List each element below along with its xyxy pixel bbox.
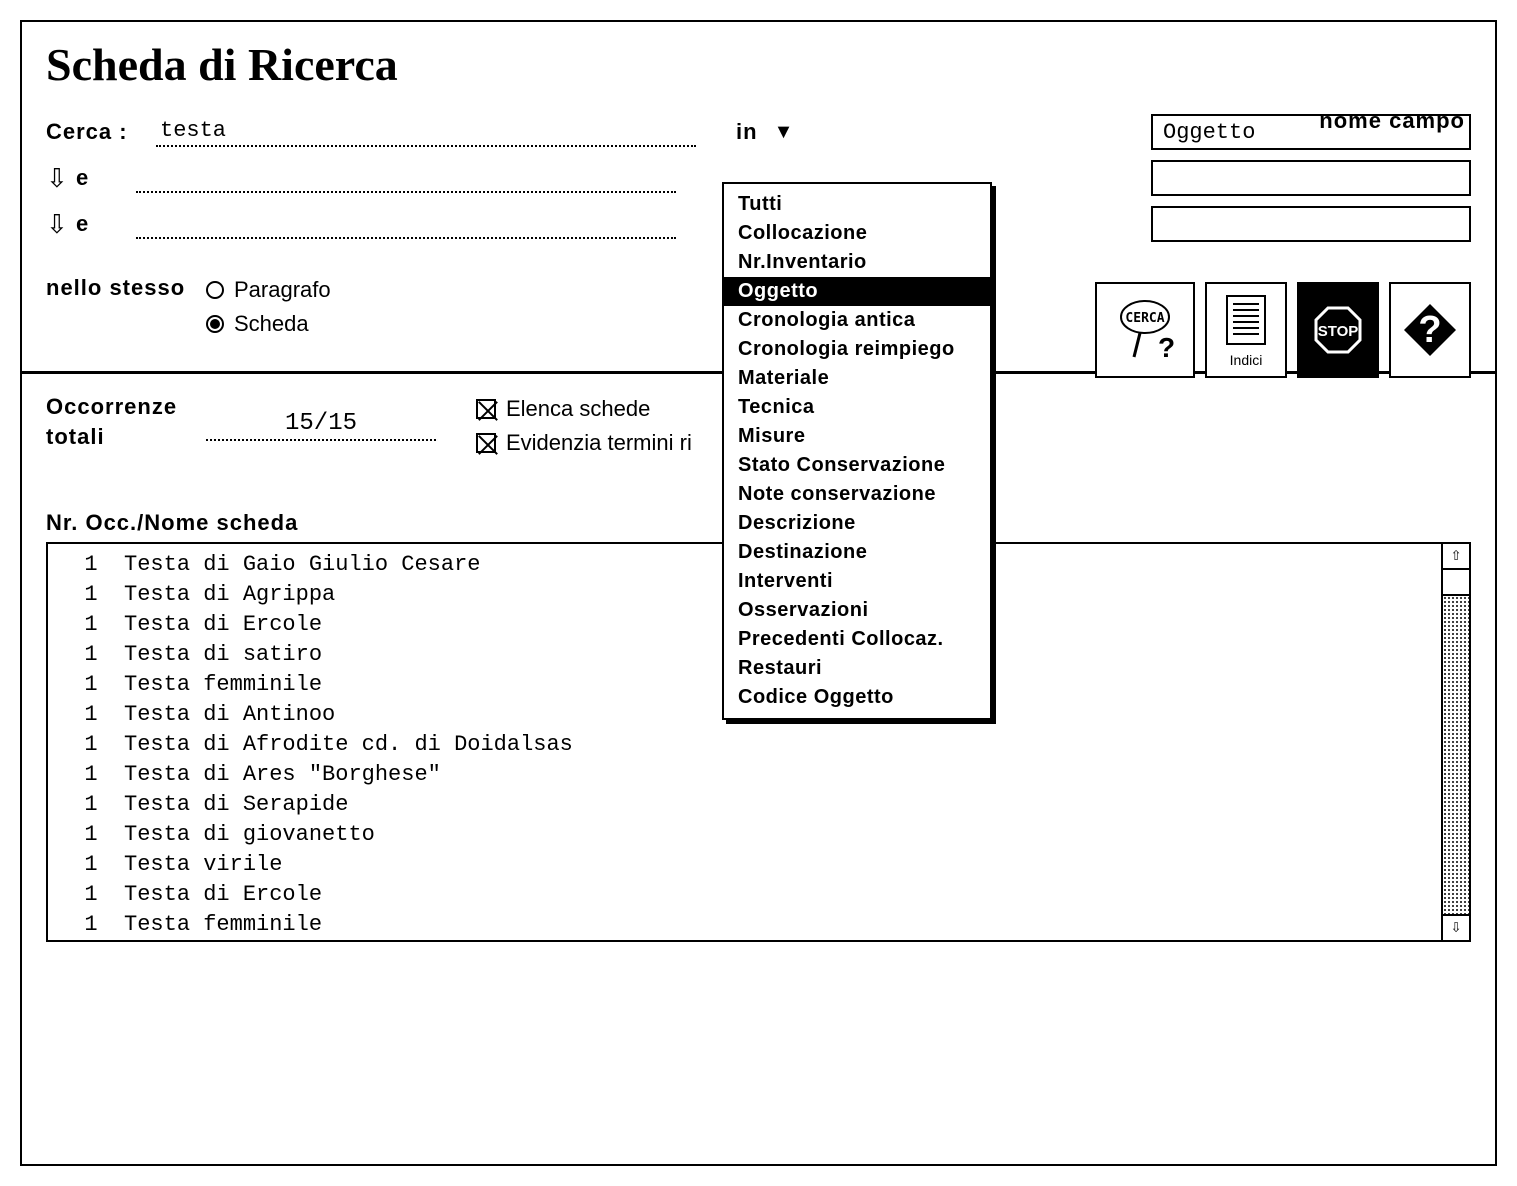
svg-text:?: ?: [1418, 309, 1441, 351]
result-row[interactable]: 1 Testa di Ercole: [58, 880, 1431, 910]
scroll-down-icon[interactable]: ⇩: [1443, 914, 1469, 940]
search-window: Scheda di Ricerca nome campo Cerca : in …: [20, 20, 1497, 1166]
result-row[interactable]: 1 Testa femminile: [58, 910, 1431, 940]
radio-icon: [206, 315, 224, 333]
search-term-2[interactable]: [136, 164, 676, 193]
dropdown-item[interactable]: Destinazione: [724, 538, 990, 567]
dropdown-item[interactable]: Descrizione: [724, 509, 990, 538]
checkbox-icon: [476, 399, 496, 419]
dropdown-item[interactable]: Cronologia antica: [724, 306, 990, 335]
dropdown-item[interactable]: Cronologia reimpiego: [724, 335, 990, 364]
dropdown-item[interactable]: Nr.Inventario: [724, 248, 990, 277]
check-elenca[interactable]: Elenca schede: [476, 392, 692, 426]
dropdown-item[interactable]: Oggetto: [724, 277, 990, 306]
occurrences-value: 15/15: [206, 410, 436, 441]
nome-campo-label: nome campo: [1319, 108, 1465, 134]
field-select-2[interactable]: [1151, 160, 1471, 196]
dropdown-arrow-icon[interactable]: ▼: [774, 121, 794, 144]
svg-text:CERCA: CERCA: [1125, 311, 1164, 326]
result-row[interactable]: 1 Testa di giovanetto: [58, 820, 1431, 850]
help-icon: ?: [1400, 300, 1460, 360]
dropdown-item[interactable]: Misure: [724, 422, 990, 451]
scroll-thumb[interactable]: [1443, 570, 1469, 596]
dropdown-item[interactable]: Restauri: [724, 654, 990, 683]
result-row[interactable]: 1 Testa di Ares "Borghese": [58, 760, 1431, 790]
svg-text:?: ?: [1158, 332, 1175, 363]
scroll-track[interactable]: [1443, 596, 1469, 914]
dropdown-item[interactable]: Materiale: [724, 364, 990, 393]
stop-button[interactable]: STOP: [1297, 282, 1379, 378]
paragrafo-label: Paragrafo: [234, 277, 331, 303]
search-row-1: Cerca : in ▼ Oggetto: [46, 109, 1471, 155]
result-row[interactable]: 1 Testa di Afrodite cd. di Doidalsas: [58, 730, 1431, 760]
help-button[interactable]: ?: [1389, 282, 1471, 378]
dropdown-item[interactable]: Stato Conservazione: [724, 451, 990, 480]
occ-labels: Occorrenze totali: [46, 392, 196, 452]
occorrenze-label: Occorrenze: [46, 392, 196, 422]
cerca-label: Cerca :: [46, 119, 156, 145]
cerca-button[interactable]: CERCA ?: [1095, 282, 1195, 378]
totali-label: totali: [46, 422, 196, 452]
field-dropdown[interactable]: TuttiCollocazioneNr.InventarioOggettoCro…: [722, 182, 992, 720]
document-icon: [1221, 292, 1271, 348]
scrollbar[interactable]: ⇧ ⇩: [1441, 544, 1469, 940]
search-icon: CERCA ?: [1110, 295, 1180, 365]
elenca-label: Elenca schede: [506, 396, 650, 422]
dropdown-item[interactable]: Interventi: [724, 567, 990, 596]
dropdown-item[interactable]: Codice Oggetto: [724, 683, 990, 712]
radio-paragrafo[interactable]: Paragrafo: [206, 273, 331, 307]
radio-icon: [206, 281, 224, 299]
expand-arrow-3-icon[interactable]: ⇩: [46, 209, 76, 240]
in-label: in: [736, 119, 758, 145]
evidenzia-label: Evidenzia termini ri: [506, 430, 692, 456]
scope-label: nello stesso: [46, 273, 206, 301]
scroll-up-icon[interactable]: ⇧: [1443, 544, 1469, 570]
dropdown-item[interactable]: Tecnica: [724, 393, 990, 422]
result-row[interactable]: 1 Testa virile: [58, 850, 1431, 880]
field-select-3[interactable]: [1151, 206, 1471, 242]
search-term-3[interactable]: [136, 210, 676, 239]
toolbar: CERCA ? Indici STOP: [1095, 282, 1471, 378]
dropdown-item[interactable]: Note conservazione: [724, 480, 990, 509]
stop-icon: STOP: [1308, 300, 1368, 360]
dropdown-item[interactable]: Precedenti Collocaz.: [724, 625, 990, 654]
search-term-1[interactable]: [156, 118, 696, 147]
expand-arrow-2-icon[interactable]: ⇩: [46, 163, 76, 194]
result-row[interactable]: 1 Testa di Serapide: [58, 790, 1431, 820]
scheda-label: Scheda: [234, 311, 309, 337]
and-label-2: e: [76, 165, 136, 191]
indici-button[interactable]: Indici: [1205, 282, 1287, 378]
svg-text:STOP: STOP: [1318, 323, 1359, 340]
indici-label: Indici: [1230, 352, 1263, 368]
dropdown-item[interactable]: Osservazioni: [724, 596, 990, 625]
page-title: Scheda di Ricerca: [46, 38, 1471, 91]
check-evidenzia[interactable]: Evidenzia termini ri: [476, 426, 692, 460]
radio-scheda[interactable]: Scheda: [206, 307, 331, 341]
dropdown-item[interactable]: Tutti: [724, 190, 990, 219]
checkbox-icon: [476, 433, 496, 453]
dropdown-item[interactable]: Collocazione: [724, 219, 990, 248]
and-label-3: e: [76, 211, 136, 237]
